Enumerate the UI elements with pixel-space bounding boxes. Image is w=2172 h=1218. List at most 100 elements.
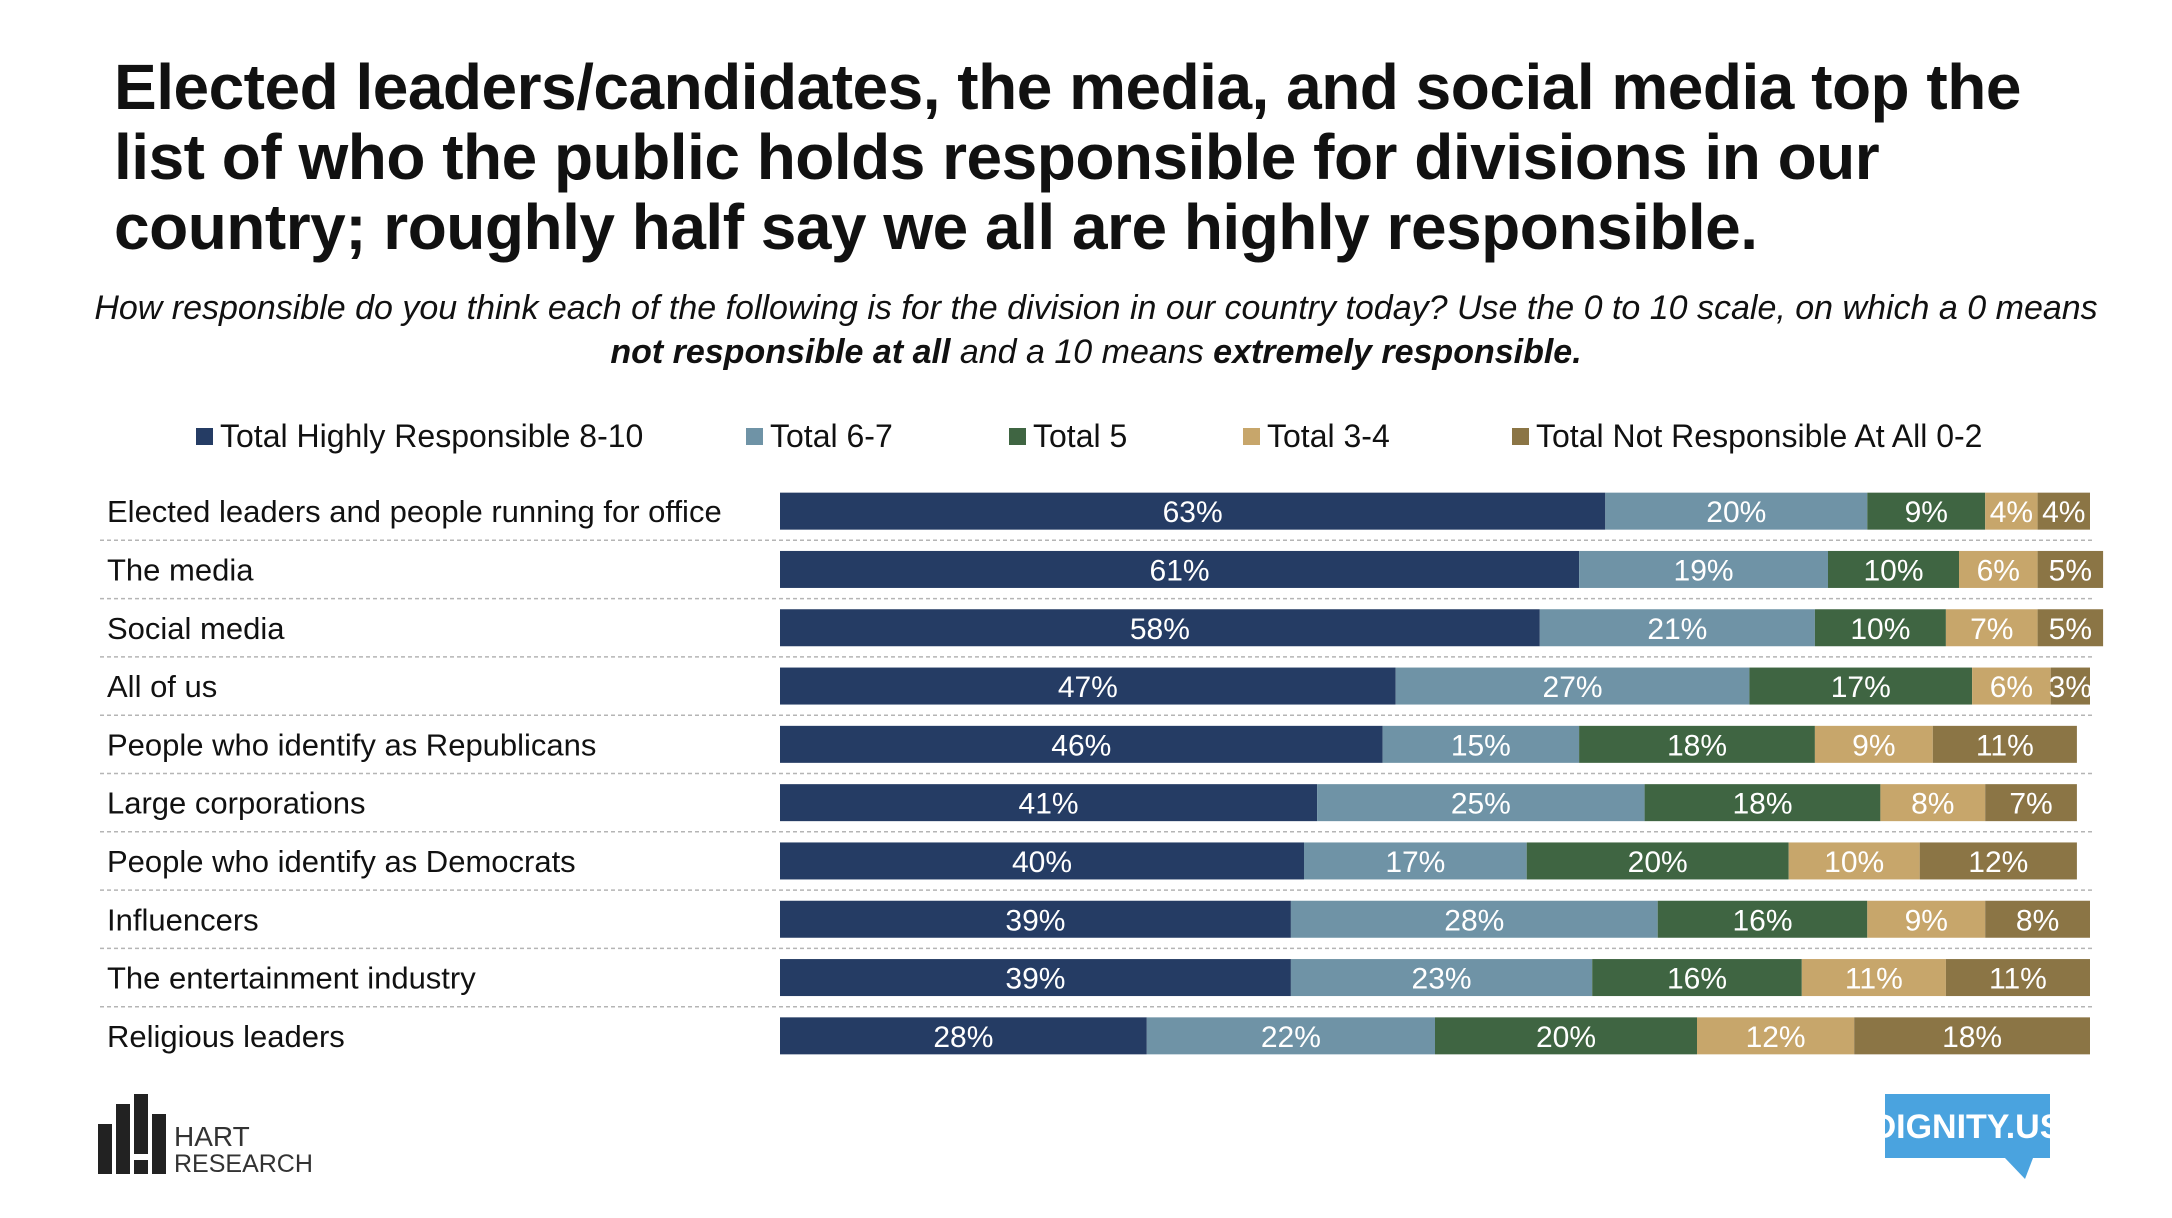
category-label: People who identify as Republicans: [107, 727, 596, 762]
bar-segment: [1146, 1017, 1435, 1055]
legend-label: Total Highly Responsible 8-10: [220, 417, 644, 454]
data-label: 11%: [1845, 963, 1903, 996]
bar-segment: [780, 667, 1396, 705]
data-label: 4%: [2042, 496, 2085, 529]
data-label: 3%: [2049, 671, 2092, 704]
legend-label: Total 5: [1033, 417, 1128, 454]
category-label: All of us: [107, 669, 217, 704]
bar-segment: [1317, 784, 1645, 822]
bar-segment: [2037, 550, 2104, 588]
category-label: The media: [107, 552, 254, 587]
legend-item-3-4: Total 3-4: [1243, 414, 1390, 458]
data-label: 10%: [1824, 846, 1884, 879]
data-label: 5%: [2049, 613, 2092, 646]
data-label: 20%: [1536, 1021, 1596, 1054]
bar-segment: [2037, 492, 2090, 530]
category-label: Influencers: [107, 902, 259, 937]
bar-segment: [1854, 1017, 2090, 1055]
data-label: 18%: [1732, 788, 1792, 821]
data-label: 11%: [1976, 729, 2034, 762]
bar-segment: [1290, 959, 1593, 997]
bar-segment: [1605, 492, 1868, 530]
bar-segment: [1959, 550, 2038, 588]
category-label: Elected leaders and people running for o…: [107, 494, 722, 529]
data-label: 27%: [1543, 671, 1603, 704]
bar-segment: [1579, 550, 1828, 588]
data-label: 28%: [1444, 904, 1504, 937]
legend-item-6-7: Total 6-7: [746, 414, 893, 458]
logo-badge-tail: [2005, 1158, 2033, 1179]
data-label: 17%: [1831, 671, 1891, 704]
dignity-us-logo: DIGNITY.US: [1885, 1094, 2050, 1179]
bar-segment: [1867, 900, 1986, 938]
legend-item-highly-responsible: Total Highly Responsible 8-10: [196, 414, 643, 458]
data-label: 18%: [1667, 729, 1727, 762]
bar-segment: [1880, 784, 1986, 822]
bar-segment: [1945, 609, 2038, 647]
data-label: 23%: [1412, 963, 1472, 996]
bar-segment: [780, 784, 1318, 822]
data-label: 41%: [1019, 788, 1079, 821]
data-label: 12%: [1746, 1021, 1806, 1054]
subtitle-bold-2: extremely responsible.: [1213, 333, 1582, 371]
bar-segment: [1932, 725, 2077, 763]
data-label: 39%: [1005, 904, 1065, 937]
logo-badge: [1885, 1094, 2050, 1158]
data-label: 6%: [1977, 554, 2020, 587]
data-label: 4%: [1990, 496, 2033, 529]
bar-segment: [1435, 1017, 1697, 1055]
bar-segment: [780, 1017, 1147, 1055]
data-label: 46%: [1051, 729, 1111, 762]
data-label: 47%: [1058, 671, 1118, 704]
bar-segment: [1985, 900, 2090, 938]
bar-segment: [1867, 492, 1986, 530]
bar-segment: [780, 609, 1540, 647]
data-label: 16%: [1732, 904, 1792, 937]
data-label: 17%: [1385, 846, 1445, 879]
legend-swatch: [1512, 427, 1529, 445]
data-label: 21%: [1647, 613, 1707, 646]
category-label: Religious leaders: [107, 1019, 345, 1054]
legend-swatch: [746, 427, 763, 445]
logo-hart-text: HART: [174, 1121, 250, 1152]
data-label: 7%: [1970, 613, 2013, 646]
data-label: 20%: [1628, 846, 1688, 879]
bar-segment: [1814, 725, 1933, 763]
bar-segment: [1788, 842, 1920, 880]
subtitle-bold-1: not responsible at all: [610, 333, 951, 371]
chart-title: Elected leaders/candidates, the media, a…: [114, 51, 2021, 263]
data-label: 12%: [1968, 846, 2028, 879]
bar-segment: [1382, 725, 1580, 763]
bar-segment: [1919, 842, 2077, 880]
data-label: 19%: [1674, 554, 1734, 587]
bar-segment: [1814, 609, 1946, 647]
subtitle-text-2: and a 10 means: [950, 333, 1214, 371]
bar-segment: [2037, 609, 2104, 647]
bar-segment: [1592, 959, 1802, 997]
data-label: 39%: [1005, 963, 1065, 996]
data-label: 18%: [1942, 1021, 2002, 1054]
data-label: 7%: [2009, 788, 2052, 821]
data-label: 9%: [1852, 729, 1895, 762]
data-label: 10%: [1863, 554, 1923, 587]
bar-segment: [1801, 959, 1946, 997]
subtitle-text-1: How responsible do you think each of the…: [94, 289, 2098, 327]
data-label: 5%: [2049, 554, 2092, 587]
bar-segment: [780, 550, 1580, 588]
hart-research-logo: HART RESEARCH: [98, 1094, 313, 1174]
data-label: 61%: [1150, 554, 1210, 587]
bar-segment: [2050, 667, 2090, 705]
bar-segment: [1526, 842, 1789, 880]
data-label: 6%: [1990, 671, 2033, 704]
legend-swatch: [196, 427, 213, 445]
data-label: 20%: [1706, 496, 1766, 529]
data-label: 15%: [1451, 729, 1511, 762]
legend-label: Total 3-4: [1267, 417, 1390, 454]
bar-segment: [1945, 959, 2090, 997]
data-label: 28%: [933, 1021, 993, 1054]
data-label: 16%: [1667, 963, 1727, 996]
bar-segment: [1304, 842, 1527, 880]
bar-segment: [780, 725, 1383, 763]
bar-segment: [1290, 900, 1658, 938]
